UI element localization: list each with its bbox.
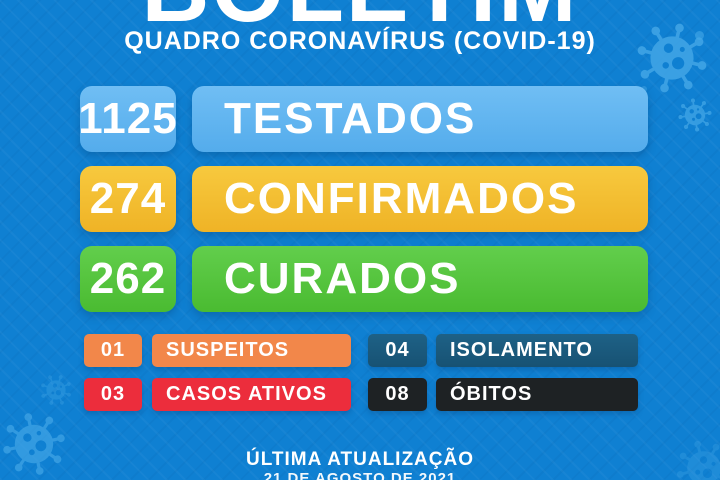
stat-label-confirmados: CONFIRMADOS <box>192 166 648 232</box>
last-update-label: ÚLTIMA ATUALIZAÇÃO <box>245 449 474 470</box>
stat-value-testados: 1125 <box>78 86 177 152</box>
stat-label-testados: TESTADOS <box>192 86 648 152</box>
stat-label-suspeitos: SUSPEITOS <box>152 334 351 367</box>
stat-label-obitos: ÓBITOS <box>436 378 638 411</box>
stat-row-confirmados: 274 CONFIRMADOS <box>80 166 648 232</box>
stat-row-testados: 1125 TESTADOS <box>78 86 648 152</box>
page-subtitle: QUADRO CORONAVÍRUS (COVID-19) <box>124 27 596 55</box>
page-title: BOLETIM <box>0 0 720 36</box>
stat-value-suspeitos: 01 <box>84 334 142 367</box>
stat-row-curados: 262 CURADOS <box>80 246 648 312</box>
stat-label-curados: CURADOS <box>192 246 648 312</box>
stat-value-curados: 262 <box>80 246 176 312</box>
stat-label-isolamento: ISOLAMENTO <box>436 334 638 367</box>
stat-label-casos-ativos: CASOS ATIVOS <box>152 378 351 411</box>
stat-value-casos-ativos: 03 <box>84 378 142 411</box>
stat-value-confirmados: 274 <box>80 166 176 232</box>
virus-icon <box>676 96 714 134</box>
last-update-date: 21 DE AGOSTO DE 2021 <box>263 470 457 480</box>
virus-icon <box>35 369 76 410</box>
stat-value-obitos: 08 <box>368 378 427 411</box>
stat-value-isolamento: 04 <box>368 334 427 367</box>
